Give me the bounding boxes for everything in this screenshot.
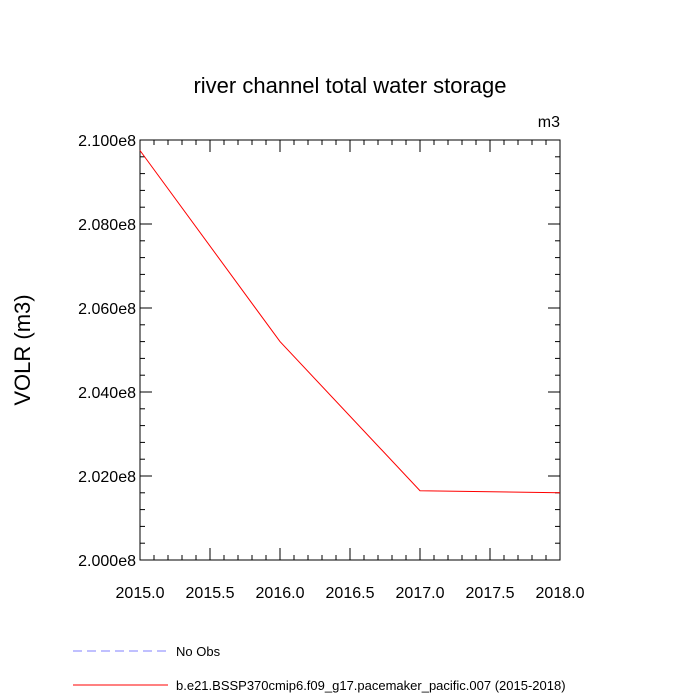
chart-title: river channel total water storage: [193, 73, 506, 98]
x-tick-label: 2018.0: [536, 585, 585, 602]
ticks-layer: 2015.0 2015.5 2016.0 2016.5 2017.0 2017.5 2018…: [78, 133, 584, 602]
series-layer: [139, 150, 561, 494]
legend-label: No Obs: [176, 644, 221, 659]
legend: No Obs b.e21.BSSP370cmip6.f09_g17.pacemak…: [73, 644, 566, 693]
units-label: m3: [538, 114, 560, 131]
x-tick-label: 2016.0: [256, 585, 305, 602]
legend-label: b.e21.BSSP370cmip6.f09_g17.pacemaker_pac…: [176, 678, 566, 693]
x-tick-label: 2017.0: [396, 585, 445, 602]
y-tick-label: 2.100e8: [78, 133, 136, 150]
plot-frame: [139, 139, 561, 561]
x-tick-label: 2016.5: [326, 585, 375, 602]
x-tick-label: 2017.5: [466, 585, 515, 602]
series-line: [139, 150, 561, 494]
y-tick-label: 2.000e8: [78, 553, 136, 570]
y-tick-label: 2.040e8: [78, 385, 136, 402]
y-tick-label: 2.020e8: [78, 469, 136, 486]
x-tick-label: 2015.0: [116, 585, 165, 602]
x-tick-label: 2015.5: [186, 585, 235, 602]
y-tick-label: 2.080e8: [78, 217, 136, 234]
y-axis-label: VOLR (m3): [10, 294, 35, 405]
y-tick-label: 2.060e8: [78, 301, 136, 318]
